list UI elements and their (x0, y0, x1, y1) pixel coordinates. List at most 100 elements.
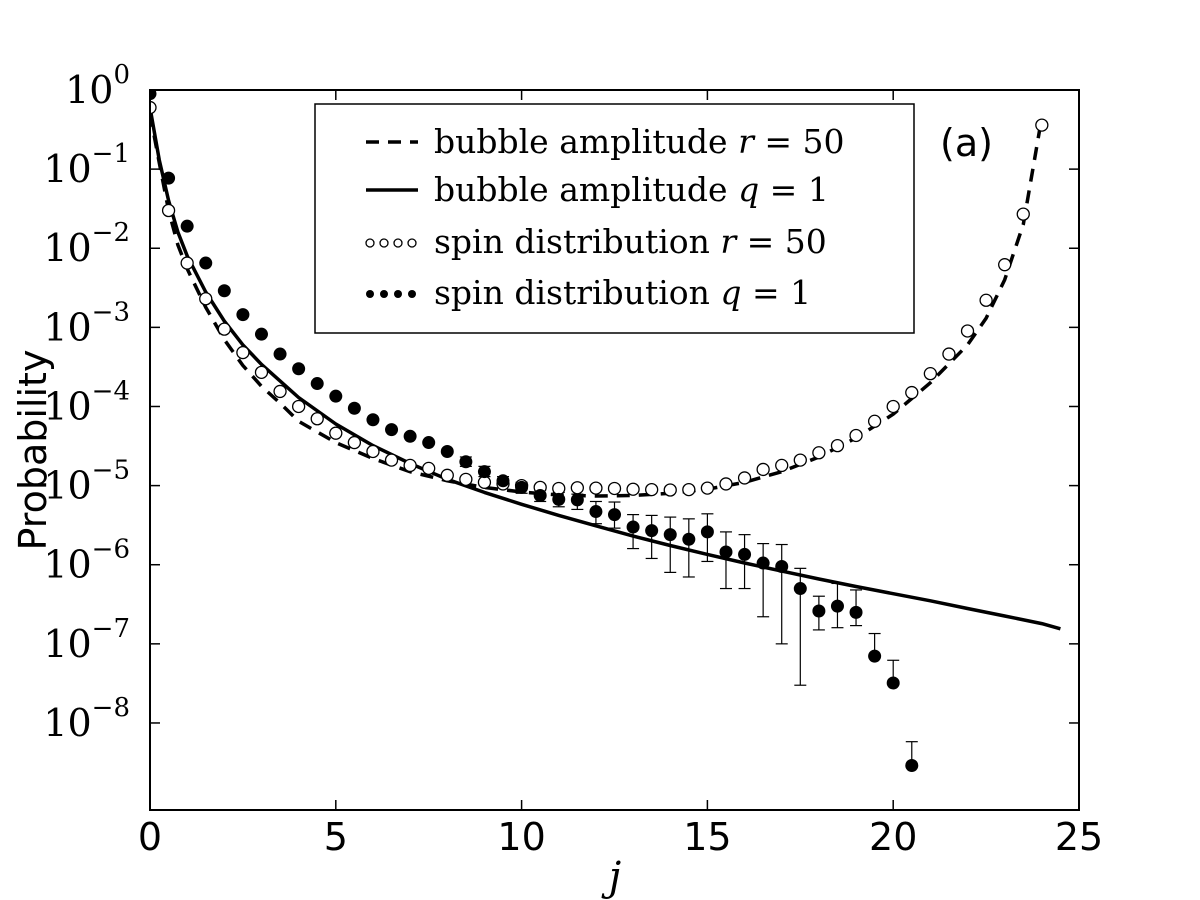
open-marker (236, 345, 250, 360)
y-tick-base: 10 (43, 543, 91, 587)
filled-marker (905, 759, 919, 773)
filled-marker (849, 605, 863, 619)
x-tick-label: 25 (1055, 815, 1103, 859)
open-marker (366, 444, 380, 459)
open-marker (812, 446, 826, 460)
x-tick-label: 10 (497, 815, 545, 859)
open-marker (199, 292, 213, 306)
x-tick-label: 20 (869, 815, 917, 859)
filled-marker (515, 480, 529, 494)
open-marker (719, 477, 733, 491)
filled-marker (403, 429, 417, 443)
filled-marker (422, 436, 436, 450)
filled-marker (254, 327, 268, 341)
legend: bubble amplitude r = 50 bubble amplitude… (314, 103, 915, 334)
legend-filled-markers-icon (366, 290, 416, 298)
open-marker (552, 481, 566, 496)
open-marker (998, 258, 1012, 272)
filled-marker (440, 444, 454, 458)
filled-marker (533, 488, 547, 502)
open-marker (960, 324, 975, 338)
y-tick-exponent: −8 (92, 693, 130, 723)
legend-entry-4: spin distribution q = 1 (434, 273, 811, 312)
open-marker (645, 482, 659, 497)
open-marker (347, 435, 362, 450)
open-marker (291, 399, 306, 414)
open-marker (886, 399, 900, 414)
y-tick-base: 10 (43, 147, 91, 191)
legend-open-markers-icon (365, 238, 417, 248)
legend-entry-3: spin distribution r = 50 (434, 222, 827, 261)
open-marker (663, 483, 677, 497)
filled-marker (217, 284, 231, 298)
y-tick-base: 10 (43, 384, 91, 428)
filled-marker (366, 413, 380, 427)
panel-annotation: (a) (940, 121, 993, 165)
y-tick-label: 10−8 (43, 693, 130, 745)
filled-marker (552, 492, 566, 506)
x-tick-label: 0 (138, 815, 162, 859)
open-marker (589, 481, 603, 495)
filled-marker (329, 389, 343, 403)
filled-marker (162, 171, 176, 185)
y-tick-base: 10 (43, 622, 91, 666)
series-line-solid (150, 107, 1061, 631)
x-tick-label: 5 (324, 815, 348, 859)
open-marker (161, 203, 176, 218)
filled-marker (775, 559, 789, 573)
y-tick-exponent: −7 (92, 614, 130, 644)
open-marker (607, 481, 622, 496)
open-marker (682, 482, 696, 497)
filled-marker (589, 505, 603, 519)
y-tick-label: 10−3 (43, 297, 130, 349)
open-marker (849, 428, 863, 443)
filled-marker (812, 604, 826, 618)
filled-marker (292, 362, 306, 376)
open-marker (756, 462, 770, 477)
open-marker (217, 322, 231, 336)
open-marker (254, 365, 269, 380)
y-tick-base: 10 (43, 701, 91, 745)
y-tick-label: 10−7 (43, 614, 130, 666)
open-marker (310, 412, 324, 426)
x-tick-label: 15 (683, 815, 731, 859)
y-tick-base: 10 (43, 226, 91, 270)
filled-marker (682, 532, 696, 546)
filled-marker (645, 524, 659, 538)
filled-marker (273, 347, 287, 361)
filled-marker (496, 474, 510, 488)
filled-marker (793, 582, 807, 596)
open-marker (942, 347, 956, 361)
y-tick-exponent: −4 (92, 376, 130, 406)
open-marker (793, 453, 807, 467)
filled-marker (663, 528, 677, 542)
open-marker (422, 461, 436, 476)
open-marker (180, 256, 194, 270)
open-marker (626, 482, 640, 496)
y-tick-label: 10−6 (43, 535, 130, 587)
y-tick-label: 10−5 (43, 456, 130, 508)
x-axis-label: j (601, 854, 621, 900)
y-tick-label: 100 (65, 60, 130, 112)
y-tick-label: 10−1 (43, 139, 130, 191)
filled-marker (626, 520, 640, 534)
open-marker (830, 438, 845, 453)
filled-marker (719, 545, 733, 559)
filled-marker (459, 455, 473, 469)
y-tick-exponent: −6 (92, 535, 130, 565)
open-marker (979, 293, 993, 307)
plot-frame (149, 89, 1080, 811)
y-tick-label: 10−4 (43, 376, 130, 428)
filled-marker (608, 508, 621, 522)
plot-series-layer (150, 90, 1061, 773)
y-tick-base: 10 (43, 305, 91, 349)
filled-marker (886, 676, 900, 690)
legend-entry-2: bubble amplitude q = 1 (434, 170, 829, 209)
open-marker (329, 426, 343, 440)
y-tick-exponent: 0 (113, 60, 130, 90)
y-tick-label: 10−2 (43, 218, 130, 270)
open-marker (905, 385, 919, 400)
open-marker (570, 481, 584, 495)
y-tick-exponent: −5 (92, 456, 130, 486)
filled-marker (868, 649, 882, 663)
